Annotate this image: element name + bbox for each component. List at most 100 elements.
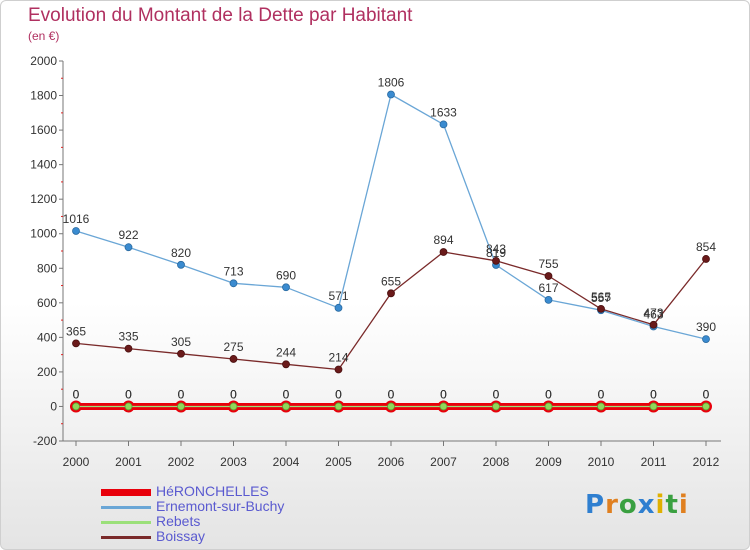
series-line-boissay	[75, 251, 707, 371]
data-point	[72, 339, 80, 348]
data-point	[492, 256, 500, 265]
y-tick-label: 400	[37, 330, 57, 344]
data-label: 335	[118, 330, 138, 344]
data-label: 0	[598, 387, 605, 401]
data-label: 565	[591, 290, 611, 304]
y-tick-label: 1000	[30, 227, 57, 241]
data-label: 463	[643, 307, 663, 321]
data-label: 473	[643, 306, 663, 320]
data-label: 655	[381, 274, 401, 288]
legend-label: Boissay	[156, 528, 206, 544]
data-label: 557	[591, 291, 611, 305]
y-tick-label: 1200	[30, 192, 57, 206]
data-point	[702, 402, 710, 411]
legend-label: Ernemont-sur-Buchy	[156, 498, 285, 514]
data-point	[229, 279, 238, 288]
data-label: 0	[388, 387, 395, 401]
data-point	[282, 283, 290, 292]
data-label: 843	[486, 242, 506, 256]
x-tick-label: 2003	[220, 455, 247, 469]
data-point	[334, 402, 343, 411]
data-point	[177, 349, 185, 358]
data-label: 0	[650, 387, 657, 401]
data-label: 713	[223, 264, 243, 278]
x-tick-label: 2004	[273, 455, 300, 469]
data-point	[597, 402, 605, 411]
x-tick-label: 2000	[63, 455, 90, 469]
y-tick-label: 800	[37, 261, 57, 275]
data-label: 820	[171, 246, 191, 260]
data-label: 0	[230, 387, 237, 401]
data-label: 0	[335, 387, 342, 401]
legend-swatch	[101, 521, 151, 524]
y-tick-label: 200	[37, 365, 57, 379]
data-point	[387, 289, 395, 298]
data-point	[649, 320, 658, 329]
legend-swatch	[101, 536, 151, 539]
data-label: 1016	[63, 212, 90, 226]
y-tick-label: 1600	[30, 123, 57, 137]
data-label: 0	[440, 387, 447, 401]
data-point	[282, 402, 290, 411]
data-label: 275	[223, 340, 243, 354]
legend-swatch	[101, 489, 151, 496]
legend-swatch	[101, 506, 151, 509]
data-point	[124, 243, 133, 252]
data-label: 0	[545, 387, 552, 401]
x-tick-label: 2009	[535, 455, 562, 469]
data-point	[229, 402, 238, 411]
data-label: 0	[125, 387, 132, 401]
data-point	[492, 402, 500, 411]
data-label: 617	[538, 281, 558, 295]
data-label: 0	[125, 387, 132, 401]
data-label: 0	[703, 387, 710, 401]
x-tick-label: 2001	[115, 455, 142, 469]
x-tick-label: 2008	[483, 455, 510, 469]
data-point	[439, 120, 448, 129]
data-point	[439, 248, 448, 256]
data-point	[702, 335, 710, 343]
y-tick-label: 1400	[30, 158, 57, 172]
data-point	[282, 360, 290, 369]
data-label: 854	[696, 240, 716, 254]
data-label: 0	[178, 387, 185, 401]
data-point	[177, 402, 185, 411]
data-point	[387, 90, 395, 99]
data-label: 0	[73, 387, 80, 401]
chart-subtitle: (en €)	[28, 29, 60, 43]
data-label: 0	[598, 387, 605, 401]
data-label: 1633	[430, 105, 457, 119]
x-tick-label: 2002	[168, 455, 195, 469]
data-point	[439, 402, 448, 411]
data-point	[544, 402, 553, 411]
data-label: 214	[328, 350, 348, 364]
data-point	[334, 303, 343, 312]
x-tick-label: 2007	[430, 455, 457, 469]
data-point	[544, 295, 553, 304]
data-label: 305	[171, 335, 191, 349]
data-point	[72, 227, 80, 235]
legend-label: Rebets	[156, 513, 201, 529]
data-label: 0	[73, 387, 80, 401]
data-point	[649, 402, 658, 411]
data-point	[387, 402, 395, 411]
x-tick-label: 2010	[588, 455, 615, 469]
data-label: 571	[328, 289, 348, 303]
data-label: 0	[493, 387, 500, 401]
data-label: 0	[230, 387, 237, 401]
data-label: 0	[388, 387, 395, 401]
chart-title: Evolution du Montant de la Dette par Hab…	[28, 5, 413, 26]
data-point	[124, 402, 133, 411]
data-label: 819	[486, 246, 506, 260]
data-label: 0	[545, 387, 552, 401]
data-label: 0	[703, 387, 710, 401]
data-label: 0	[440, 387, 447, 401]
data-label: 0	[493, 387, 500, 401]
data-point	[177, 260, 185, 269]
legend-label: HéRONCHELLES	[156, 483, 269, 499]
data-label: 0	[650, 387, 657, 401]
y-tick-label: -200	[33, 434, 57, 448]
data-label: 0	[283, 387, 290, 401]
data-label: 894	[433, 233, 453, 247]
